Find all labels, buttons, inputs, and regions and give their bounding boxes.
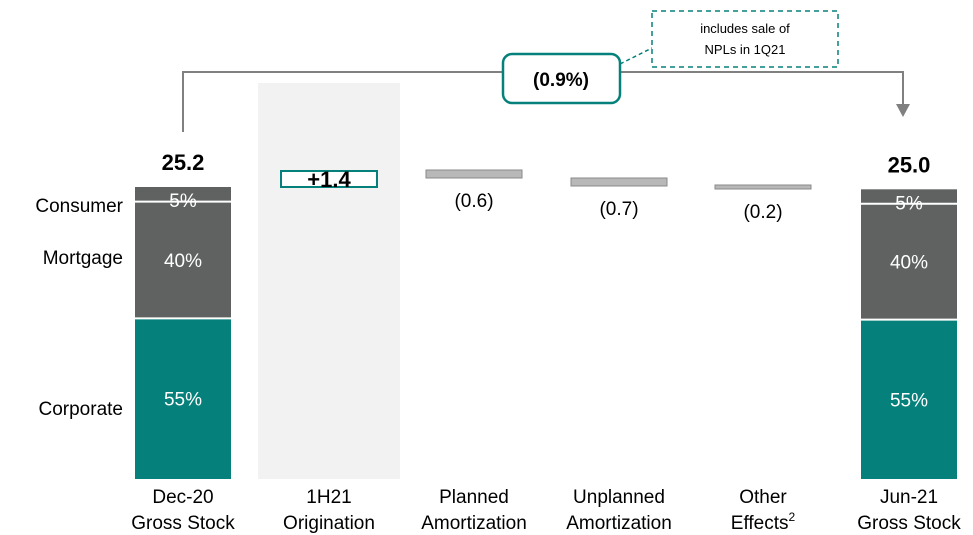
segment-label-consumer: Consumer	[35, 196, 123, 217]
change-callout-box	[501, 52, 622, 105]
step-bar-4	[714, 184, 812, 190]
end-bar-segment-label-corporate: 55%	[890, 390, 928, 411]
step-label-1: +1.4	[307, 167, 351, 192]
footnote-marker: 2	[789, 510, 796, 524]
step-bar-1	[280, 170, 378, 188]
start-bar-segment-corporate	[135, 318, 231, 479]
start-bar-segment-label-consumer: 5%	[169, 191, 197, 212]
category-label-line2-2: Amortization	[421, 513, 527, 534]
step-label-3: (0.7)	[599, 199, 638, 220]
x-axis-labels: Dec-20 Gross Stock 1H21 Origination Planned A…	[131, 487, 961, 534]
note-line-1: includes sale of	[700, 21, 790, 36]
category-label-line1-0: Dec-20	[152, 487, 213, 508]
start-bar-segment-label-mortgage: 40%	[164, 251, 202, 272]
end-bar-segment-label-mortgage: 40%	[890, 253, 928, 274]
labels-group: 55% 40% 5% 55% 40% 5% 25.2 25.0 +1.4 (0.6) (0.7) (0…	[162, 150, 931, 411]
step-bar-3	[570, 177, 668, 187]
category-label-line2-5: Gross Stock	[857, 513, 961, 534]
end-total-label: 25.0	[888, 152, 931, 177]
start-bar-segment-label-corporate: 55%	[164, 390, 202, 411]
end-bar-segment-mortgage	[861, 203, 957, 320]
category-label-line2-1: Origination	[283, 513, 375, 534]
connector-arrowhead	[896, 104, 910, 117]
end-bar-segment-label-consumer: 5%	[895, 193, 923, 214]
note-line-2: NPLs in 1Q21	[705, 42, 786, 57]
segment-label-mortgage: Mortgage	[43, 248, 123, 269]
start-bar-segment-mortgage	[135, 201, 231, 319]
note-box	[651, 10, 839, 68]
end-bar-segment-corporate	[861, 319, 957, 479]
category-label-line2-0: Gross Stock	[131, 513, 235, 534]
step-label-2: (0.6)	[454, 191, 493, 212]
category-label-line2-3: Amortization	[566, 513, 672, 534]
origination-highlight-band	[258, 83, 400, 479]
category-label-line1-2: Planned	[439, 487, 509, 508]
note-pointer	[619, 47, 653, 65]
step-label-4: (0.2)	[743, 202, 782, 223]
step-bar-2	[425, 169, 523, 179]
category-label-line1-4: Other	[739, 487, 787, 508]
category-label-line1-3: Unplanned	[573, 487, 665, 508]
start-bar-segment-consumer	[135, 187, 231, 202]
change-callout-value: (0.9%)	[533, 70, 589, 91]
start-total-label: 25.2	[162, 150, 205, 175]
bars-group	[135, 169, 957, 479]
segment-label-corporate: Corporate	[39, 399, 124, 420]
category-label-line1-5: Jun-21	[880, 487, 938, 508]
category-label-line2-4: Effects2	[731, 510, 796, 534]
end-bar-segment-consumer	[861, 189, 957, 204]
category-label-line1-1: 1H21	[306, 487, 351, 508]
